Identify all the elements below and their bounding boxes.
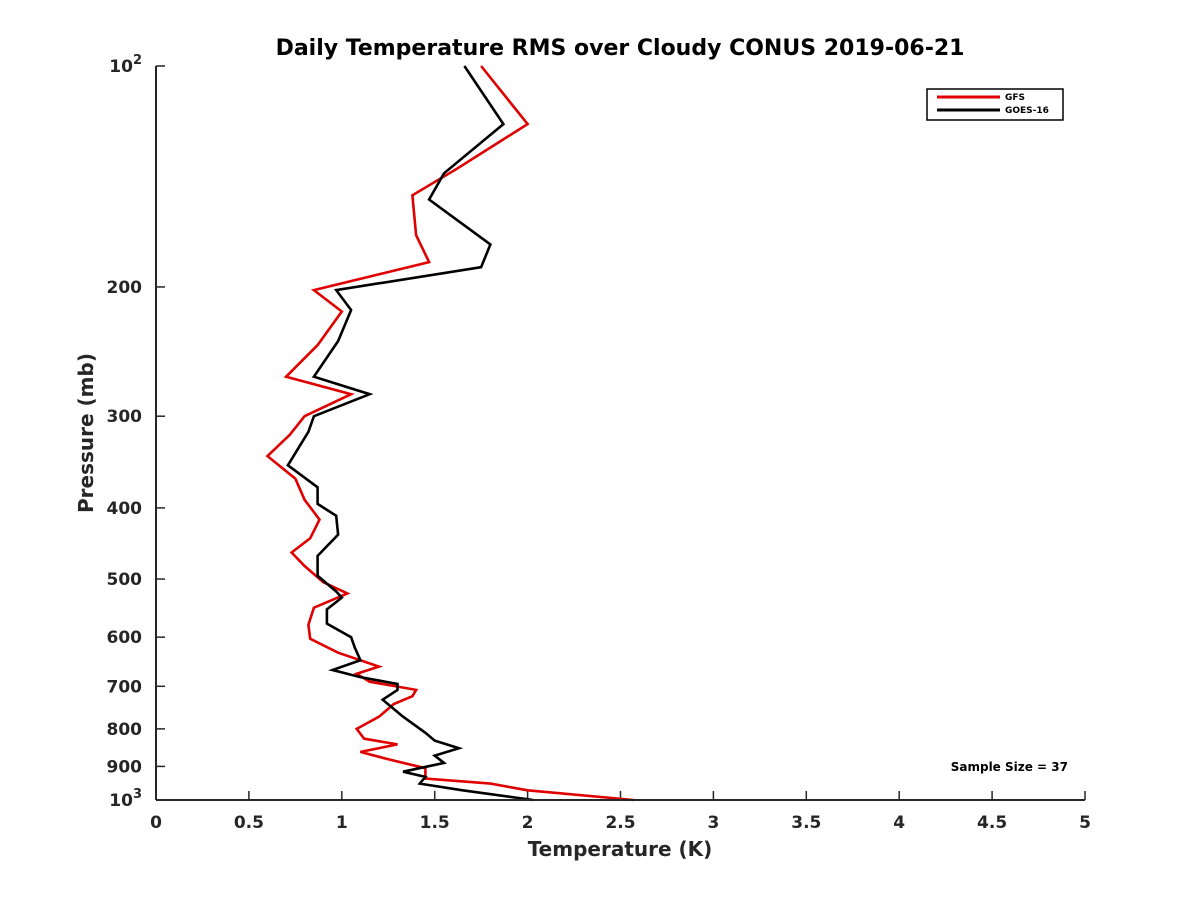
x-tick-label: 4 bbox=[893, 813, 905, 833]
x-tick-label: 1 bbox=[336, 813, 348, 833]
legend: GFS GOES-16 bbox=[926, 88, 1064, 121]
y-tick-label: 500 bbox=[107, 570, 143, 590]
x-tick-label: 5 bbox=[1079, 813, 1091, 833]
plot-area: 102 200 300 400 500 600 700 800 900 1 0 3 0 0.5 1 1.5 2… bbox=[107, 53, 1091, 833]
x-tick-label: 0 bbox=[150, 813, 162, 833]
x-axis-label: Temperature (K) bbox=[528, 837, 713, 861]
y-tick-label: 300 bbox=[107, 407, 143, 427]
y-axis-label: Pressure (mb) bbox=[74, 353, 98, 513]
x-tick-label: 4.5 bbox=[977, 813, 1007, 833]
x-tick-label: 3 bbox=[707, 813, 719, 833]
y-tick-label: 200 bbox=[107, 278, 143, 298]
y-tick-label: 700 bbox=[107, 677, 143, 697]
series-line-gfs bbox=[265, 65, 634, 802]
x-tick-label: 3.5 bbox=[791, 813, 821, 833]
series-lines bbox=[265, 65, 634, 802]
y-tick-label: 900 bbox=[107, 757, 143, 777]
y-tick-label: 800 bbox=[107, 720, 143, 740]
y-tick-label: 400 bbox=[107, 499, 143, 519]
legend-box bbox=[926, 88, 1064, 121]
y-tick-label: 600 bbox=[107, 628, 143, 648]
x-tick-label: 1.5 bbox=[420, 813, 450, 833]
chart-title: Daily Temperature RMS over Cloudy CONUS … bbox=[276, 36, 965, 61]
y-tick-label: 102 bbox=[109, 53, 142, 77]
series-line-goes16 bbox=[286, 65, 534, 802]
sample-size-annotation: Sample Size = 37 bbox=[951, 760, 1068, 774]
legend-label-goes16: GOES-16 bbox=[1005, 106, 1049, 116]
x-tick-label: 0.5 bbox=[234, 813, 264, 833]
x-tick-label: 2.5 bbox=[605, 813, 635, 833]
x-axis-ticks: 0 0.5 1 1.5 2 2.5 3 3.5 4 4.5 5 bbox=[150, 791, 1091, 833]
legend-label-gfs: GFS bbox=[1005, 93, 1025, 103]
x-tick-label: 2 bbox=[522, 813, 534, 833]
